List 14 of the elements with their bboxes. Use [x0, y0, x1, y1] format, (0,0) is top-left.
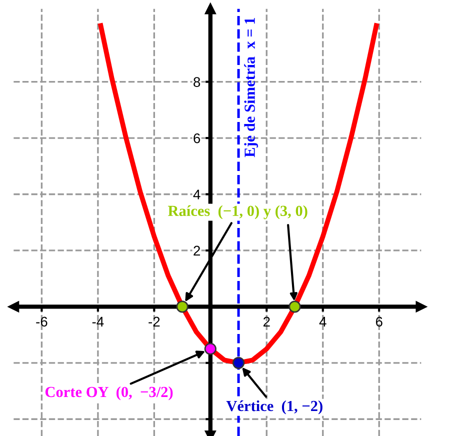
x-tick-label: 6	[376, 316, 382, 327]
x-tick-label: -6	[36, 316, 48, 327]
x-tick-label: 2	[263, 316, 270, 326]
y-tick-label: 2	[194, 246, 200, 256]
annotation: Raíces (−1, 0) y (3, 0)	[168, 205, 308, 220]
y-tick-label: 6	[194, 133, 200, 144]
annotation: Corte OY (0, −3/2)	[45, 386, 173, 400]
annotation: Vértice (1, −2)	[226, 400, 322, 414]
x-tick-label: -2	[148, 316, 160, 326]
x-tick-label: 4	[319, 316, 326, 326]
x-tick-label: -4	[92, 316, 104, 326]
y-tick-label: 4	[193, 190, 200, 200]
y-tick-label: 8	[194, 77, 200, 87]
ref-line-label: Eje de Simetría x = 1	[244, 18, 258, 158]
